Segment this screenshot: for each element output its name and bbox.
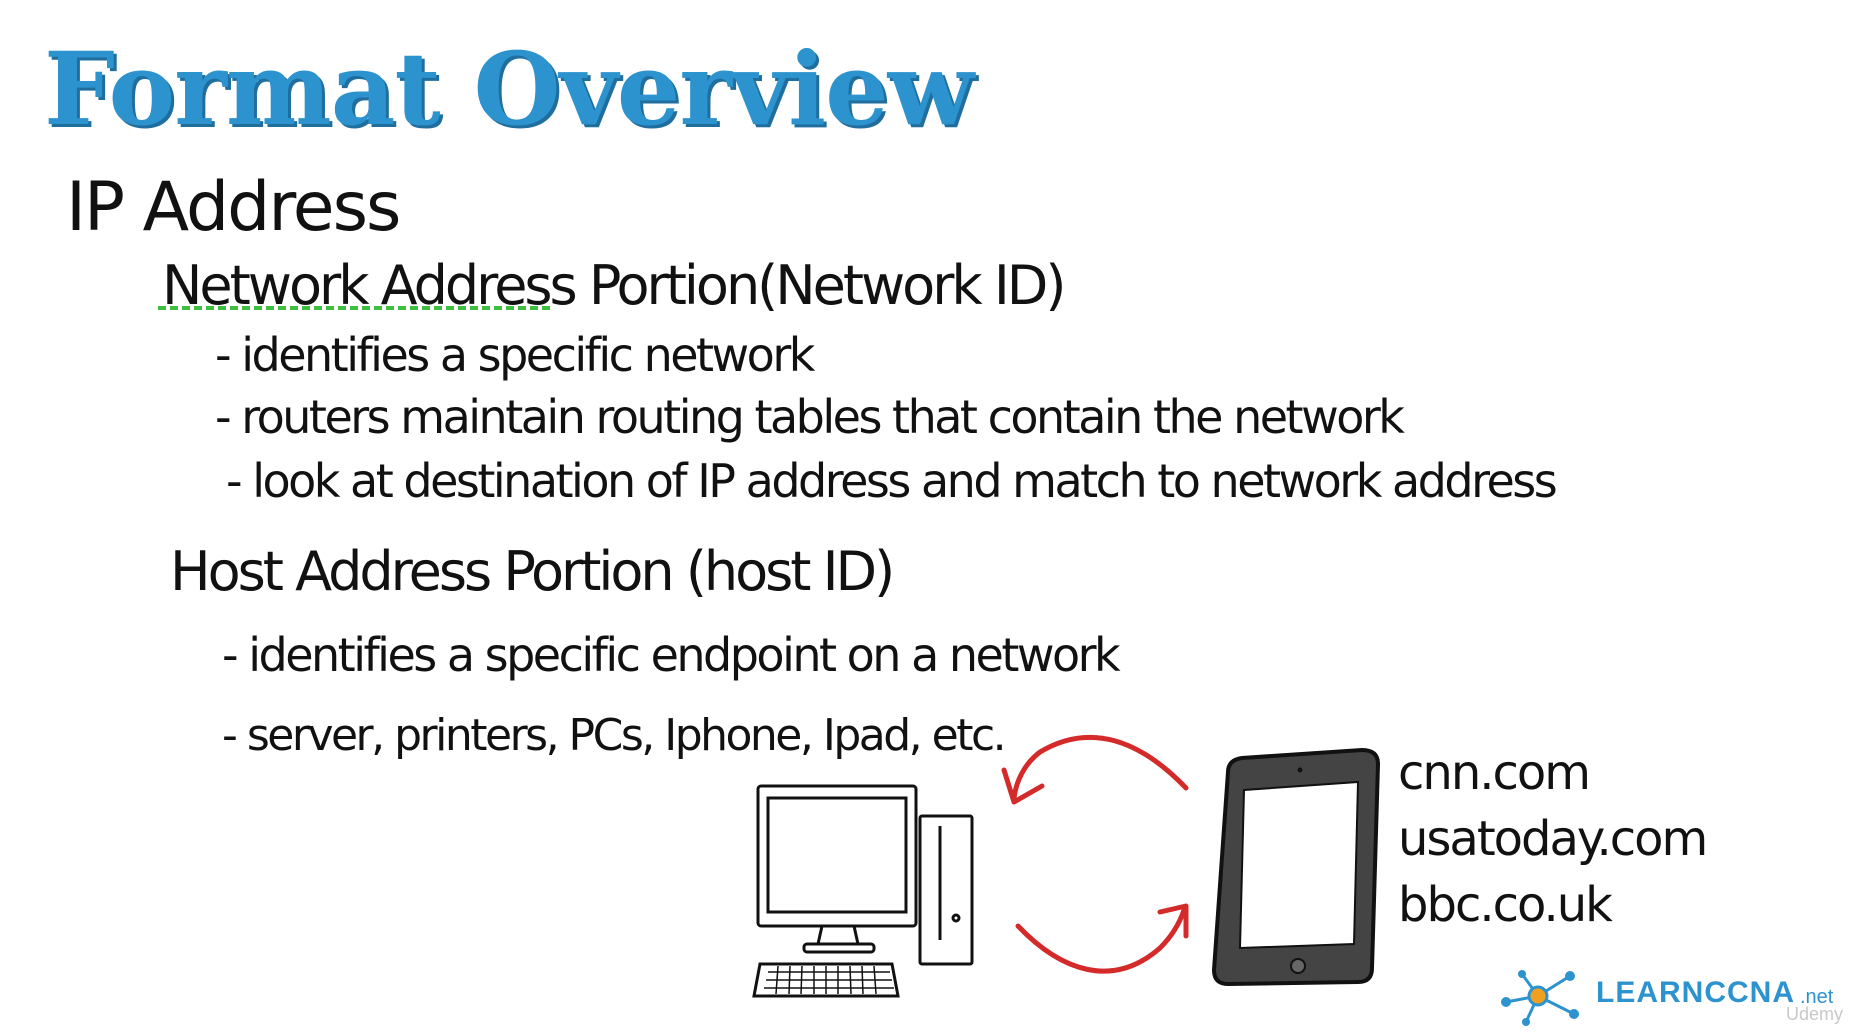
domain-list: cnn.com usatoday.com bbc.co.uk <box>1398 740 1708 938</box>
udemy-watermark: Udemy <box>1786 1004 1844 1024</box>
network-bullet-3: - look at destination of IP address and … <box>226 454 1558 508</box>
exchange-arrows <box>1001 734 1189 974</box>
network-bullet-2: - routers maintain routing tables that c… <box>215 390 1405 444</box>
logo-suffix: .net <box>1800 986 1834 1008</box>
network-underline <box>158 306 550 310</box>
domain-item: usatoday.com <box>1398 811 1708 867</box>
network-nodes-icon <box>1501 970 1579 1026</box>
arrow-to-computer <box>1011 734 1189 801</box>
heading-host-portion: Host Address Portion (host ID) <box>170 540 895 603</box>
host-bullet-1: - identifies a specific endpoint on a ne… <box>222 628 1121 682</box>
tablet-icon <box>1211 747 1381 987</box>
learnccna-logo: LEARNCCNA .net <box>1492 962 1852 1030</box>
slide-title: Format Overview <box>44 30 974 148</box>
host-bullet-2: - server, printers, PCs, Iphone, Ipad, e… <box>222 710 1007 761</box>
domain-item: cnn.com <box>1398 745 1591 801</box>
domain-item: bbc.co.uk <box>1398 877 1613 933</box>
arrow-to-tablet <box>1015 907 1187 974</box>
heading-ip-address: IP Address <box>66 168 401 247</box>
desktop-computer-icon <box>752 784 974 998</box>
network-bullet-1: - identifies a specific network <box>215 328 815 382</box>
logo-text: LEARNCCNA <box>1596 976 1795 1009</box>
